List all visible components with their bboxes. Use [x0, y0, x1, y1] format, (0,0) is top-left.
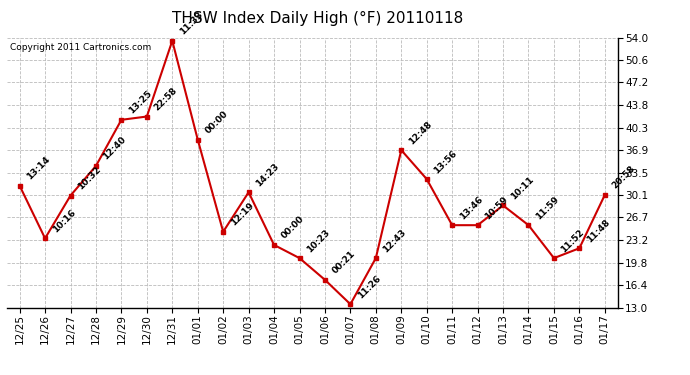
- Text: 13:56: 13:56: [432, 148, 459, 175]
- Text: Copyright 2011 Cartronics.com: Copyright 2011 Cartronics.com: [10, 43, 151, 52]
- Text: 10:23: 10:23: [305, 227, 332, 254]
- Text: 11:52: 11:52: [560, 227, 586, 254]
- Text: 11:26: 11:26: [356, 273, 382, 300]
- Text: 22:58: 22:58: [152, 86, 179, 112]
- Text: 00:00: 00:00: [279, 214, 306, 241]
- Text: 10:32: 10:32: [76, 165, 103, 191]
- Text: 10:59: 10:59: [483, 194, 510, 221]
- Text: 10:16: 10:16: [50, 208, 77, 234]
- Text: 11:48: 11:48: [585, 217, 611, 244]
- Text: 00:00: 00:00: [204, 109, 230, 135]
- Text: 12:19: 12:19: [228, 201, 255, 228]
- Text: 12:40: 12:40: [101, 135, 128, 162]
- Text: 12:43: 12:43: [382, 227, 408, 254]
- Text: 10:11: 10:11: [509, 175, 535, 201]
- Text: 12:48: 12:48: [407, 119, 433, 146]
- Text: 20:58: 20:58: [611, 164, 637, 191]
- Text: 11:59: 11:59: [534, 194, 561, 221]
- Text: 13:14: 13:14: [25, 155, 52, 182]
- Text: 00:21: 00:21: [331, 249, 357, 276]
- Text: 13:25: 13:25: [127, 89, 154, 116]
- Text: 13:46: 13:46: [457, 194, 484, 221]
- Text: 11:33: 11:33: [178, 10, 204, 37]
- Text: THSW Index Daily High (°F) 20110118: THSW Index Daily High (°F) 20110118: [172, 11, 463, 26]
- Text: 14:23: 14:23: [254, 161, 281, 188]
